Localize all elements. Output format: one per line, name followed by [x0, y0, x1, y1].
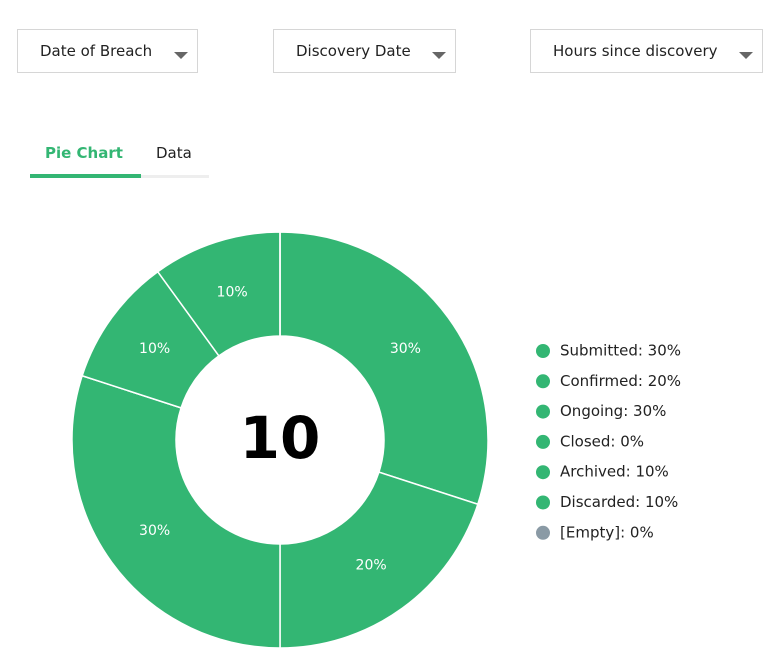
legend-label: Ongoing: 30%	[560, 402, 666, 420]
legend-marker	[536, 344, 550, 358]
caret	[739, 52, 753, 59]
dropdown-label: Discovery Date	[296, 42, 411, 60]
legend-label: Closed: 0%	[560, 432, 644, 450]
legend-label: Discarded: 10%	[560, 493, 678, 511]
slice-label: 10%	[139, 341, 170, 357]
legend-label: Confirmed: 20%	[560, 372, 681, 390]
slice	[71, 374, 281, 649]
dropdown-label: Date of Breach	[40, 42, 153, 60]
legend-label: Archived: 10%	[560, 463, 669, 481]
dropdown[interactable]: Discovery Date	[273, 29, 456, 73]
legend-marker	[536, 525, 550, 540]
caret	[174, 52, 188, 59]
legend-label: Submitted: 30%	[560, 342, 681, 360]
legend-marker	[536, 495, 550, 510]
legend-label: [Empty]: 0%	[560, 523, 654, 541]
tab[interactable]: Data	[156, 144, 192, 162]
legend-marker	[536, 374, 550, 389]
slice-label: 10%	[217, 285, 248, 301]
dropdown[interactable]: Date of Breach	[17, 29, 198, 73]
slice	[279, 231, 489, 506]
tab-indicator	[30, 174, 141, 178]
slice-label: 30%	[139, 523, 170, 539]
slice-label: 30%	[390, 341, 421, 357]
dropdown-label: Hours since discovery	[553, 42, 718, 60]
legend-marker	[536, 465, 550, 480]
legend-marker	[536, 404, 550, 419]
slice-label: 20%	[356, 557, 387, 573]
tab[interactable]: Pie Chart	[45, 144, 123, 162]
legend-marker	[536, 434, 550, 449]
slice	[279, 471, 479, 649]
center-total: 10	[240, 404, 321, 472]
dropdown[interactable]: Hours since discovery	[530, 29, 763, 73]
caret	[432, 52, 446, 59]
